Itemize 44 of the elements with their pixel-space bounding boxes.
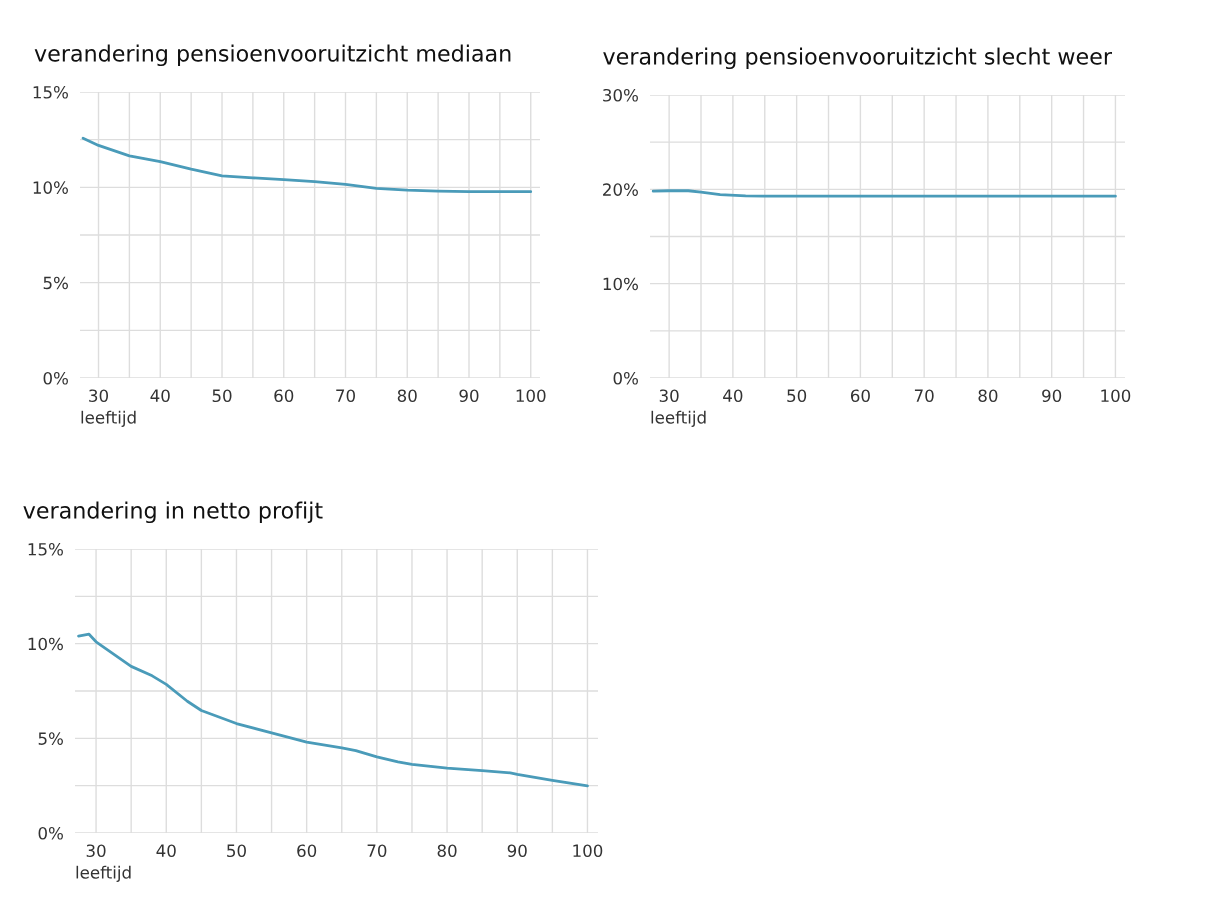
x-tick-label: 70 [367, 844, 387, 858]
y-tick-label: 5% [43, 276, 68, 290]
x-tick-label: 50 [787, 389, 807, 403]
x-axis-title: leeftijd [651, 410, 706, 427]
x-tick-label: 40 [156, 844, 176, 858]
x-tick-label: 70 [914, 389, 934, 403]
x-tick-label: 30 [89, 389, 109, 403]
x-tick-label: 90 [507, 844, 527, 858]
x-tick-label: 90 [1042, 389, 1062, 403]
x-tick-label: 80 [978, 389, 998, 403]
x-tick-label: 40 [150, 389, 170, 403]
y-tick-label: 15% [28, 542, 63, 556]
x-tick-label: 80 [397, 389, 417, 403]
y-tick-label: 30% [603, 88, 638, 102]
y-tick-label: 5% [38, 732, 63, 745]
x-tick-label: 50 [212, 389, 232, 403]
x-tick-label: 90 [459, 389, 479, 403]
x-tick-label: 40 [723, 389, 743, 403]
line-series [77, 632, 589, 788]
y-tick-label: 10% [28, 637, 63, 651]
y-tick-label: 20% [603, 183, 638, 196]
x-tick-label: 30 [86, 844, 106, 858]
x-tick-label: 30 [659, 389, 679, 403]
x-tick-label: 100 [1101, 389, 1131, 403]
x-tick-label: 80 [437, 844, 457, 858]
line-series [81, 136, 533, 194]
chart-title: verandering pensioenvooruitzicht slecht weer [603, 47, 1112, 70]
y-tick-label: 15% [33, 85, 68, 99]
x-axis-title: leeftijd [76, 865, 131, 882]
y-tick-label: 10% [33, 181, 68, 194]
x-axis-title: leeftijd [81, 410, 136, 427]
y-tick-label: 0% [43, 371, 68, 385]
x-tick-label: 60 [297, 844, 317, 858]
chart-title: verandering pensioenvooruitzicht mediaan [34, 44, 511, 67]
y-tick-label: 10% [603, 277, 638, 291]
x-tick-label: 60 [850, 389, 870, 403]
x-tick-label: 100 [573, 844, 603, 858]
x-tick-label: 50 [227, 844, 246, 858]
x-tick-label: 100 [516, 389, 546, 403]
y-tick-label: 0% [38, 826, 63, 840]
x-tick-label: 70 [336, 389, 355, 403]
x-tick-label: 60 [274, 389, 294, 403]
chart-title: verandering in netto profijt [23, 501, 323, 524]
y-tick-label: 0% [613, 371, 638, 385]
